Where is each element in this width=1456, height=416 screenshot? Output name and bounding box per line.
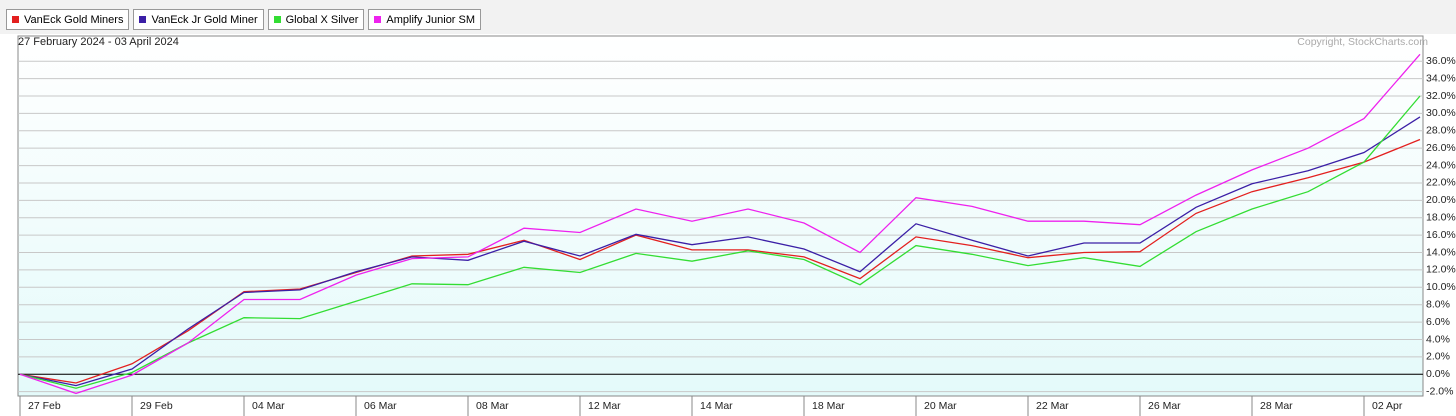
x-tick-label: 04 Mar: [252, 400, 285, 412]
plot-area: [17, 35, 1424, 397]
y-tick-label: 34.0%: [1426, 72, 1456, 84]
series-line: [19, 116, 1421, 387]
y-tick-label: 32.0%: [1426, 90, 1456, 102]
x-tick-label: 22 Mar: [1036, 400, 1069, 412]
x-tick-label: 14 Mar: [700, 400, 733, 412]
legend-label: Global X Silver: [285, 13, 359, 26]
x-tick-label: 27 Feb: [28, 400, 61, 412]
series-line: [19, 95, 1421, 389]
y-tick-label: 10.0%: [1426, 281, 1456, 293]
y-tick-label: 36.0%: [1426, 55, 1456, 67]
legend-item[interactable]: Global X Silver: [267, 9, 365, 30]
legend-label: Amplify Junior SM: [386, 13, 476, 26]
legend: VanEck Gold Miners VanEck Jr Gold Miner Gl…: [6, 9, 482, 30]
y-tick-label: 0.0%: [1426, 368, 1450, 380]
legend-label: VanEck Jr Gold Miner: [151, 13, 258, 26]
x-tick-label: 02 Apr: [1372, 400, 1403, 412]
legend-label: VanEck Gold Miners: [24, 13, 124, 26]
y-tick-label: 8.0%: [1426, 298, 1450, 310]
x-tick-label: 20 Mar: [924, 400, 957, 412]
copyright: Copyright, StockCharts.com: [1297, 36, 1428, 48]
date-range: 27 February 2024 - 03 April 2024: [18, 36, 179, 48]
x-tick-label: 06 Mar: [364, 400, 397, 412]
legend-swatch: [374, 16, 382, 23]
toolbar: VanEck Gold Miners VanEck Jr Gold Miner Gl…: [0, 0, 1456, 34]
y-tick-label: 12.0%: [1426, 264, 1456, 276]
y-tick-label: 22.0%: [1426, 177, 1456, 189]
y-tick-label: 18.0%: [1426, 212, 1456, 224]
x-tick-label: 28 Mar: [1260, 400, 1293, 412]
series-line: [19, 53, 1421, 395]
x-tick-label: 18 Mar: [812, 400, 845, 412]
legend-item[interactable]: VanEck Jr Gold Miner: [133, 9, 264, 30]
y-tick-label: 16.0%: [1426, 229, 1456, 241]
y-tick-label: 20.0%: [1426, 194, 1456, 206]
y-tick-label: 30.0%: [1426, 107, 1456, 119]
x-tick-label: 12 Mar: [588, 400, 621, 412]
y-tick-label: 4.0%: [1426, 333, 1450, 345]
y-tick-label: 2.0%: [1426, 351, 1450, 363]
series-line: [19, 138, 1421, 384]
legend-item[interactable]: Amplify Junior SM: [368, 9, 482, 30]
x-tick-label: 26 Mar: [1148, 400, 1181, 412]
legend-swatch: [139, 16, 147, 23]
legend-item[interactable]: VanEck Gold Miners: [6, 9, 130, 30]
legend-swatch: [273, 16, 281, 23]
y-tick-label: 28.0%: [1426, 125, 1456, 137]
x-tick-label: 29 Feb: [140, 400, 173, 412]
x-tick-label: 08 Mar: [476, 400, 509, 412]
legend-swatch: [12, 16, 19, 23]
y-tick-label: 24.0%: [1426, 159, 1456, 171]
y-tick-label: 26.0%: [1426, 142, 1456, 154]
y-tick-label: 14.0%: [1426, 246, 1456, 258]
y-tick-label: -2.0%: [1426, 385, 1453, 397]
y-tick-label: 6.0%: [1426, 316, 1450, 328]
